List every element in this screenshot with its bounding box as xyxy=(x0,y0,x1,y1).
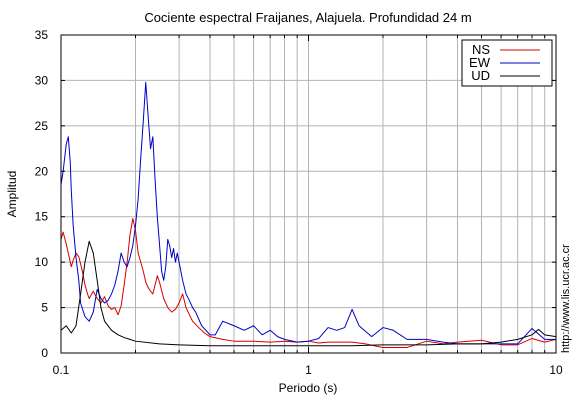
y-tick-label: 0 xyxy=(41,346,48,360)
legend-label-ew: EW xyxy=(469,55,491,70)
side-note-url: http://www.lis.ucr.ac.cr xyxy=(560,244,572,353)
y-tick-label: 10 xyxy=(35,255,49,269)
y-tick-label: 35 xyxy=(35,28,49,42)
plot-area xyxy=(61,81,556,349)
series-line-ns xyxy=(61,218,556,349)
x-axis-label: Periodo (s) xyxy=(279,381,338,395)
x-axis-ticks: 0.1 1 10 xyxy=(53,35,563,377)
series-layer xyxy=(61,81,556,349)
legend-label-ns: NS xyxy=(472,42,490,57)
x-tick-label: 1 xyxy=(305,363,312,377)
chart-title: Cociente espectral Fraijanes, Alajuela. … xyxy=(144,10,471,25)
grid-lines xyxy=(61,35,556,353)
y-axis-label: Amplitud xyxy=(5,171,19,218)
y-tick-label: 25 xyxy=(35,119,49,133)
x-tick-label: 10 xyxy=(549,363,563,377)
y-tick-label: 30 xyxy=(35,73,49,87)
legend-label-ud: UD xyxy=(471,68,490,83)
y-tick-label: 20 xyxy=(35,164,49,178)
series-line-ud xyxy=(61,240,556,347)
y-tick-label: 15 xyxy=(35,210,49,224)
x-tick-label: 0.1 xyxy=(53,363,70,377)
y-tick-label: 5 xyxy=(41,301,48,315)
y-axis-ticks: 0 5 10 15 20 25 30 35 xyxy=(35,28,556,360)
